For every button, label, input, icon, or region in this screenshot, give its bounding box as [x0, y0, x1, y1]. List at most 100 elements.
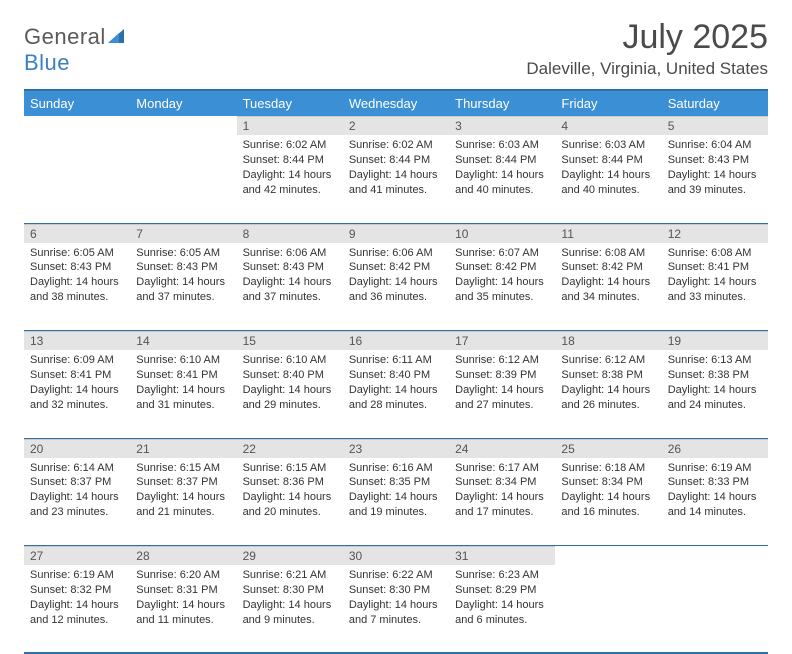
day2-text: and 12 minutes. — [30, 613, 124, 628]
sunrise-text: Sunrise: 6:05 AM — [30, 246, 124, 261]
sunrise-text: Sunrise: 6:22 AM — [349, 568, 443, 583]
day1-text: Daylight: 14 hours — [455, 598, 549, 613]
day1-text: Daylight: 14 hours — [30, 490, 124, 505]
sunrise-text: Sunrise: 6:08 AM — [561, 246, 655, 261]
day-detail: Sunrise: 6:19 AMSunset: 8:33 PMDaylight:… — [662, 458, 768, 526]
day-cell: Sunrise: 6:05 AMSunset: 8:43 PMDaylight:… — [24, 243, 130, 331]
day-number: 26 — [662, 439, 768, 458]
day1-text: Daylight: 14 hours — [349, 275, 443, 290]
sunrise-text: Sunrise: 6:09 AM — [30, 353, 124, 368]
day-cell: Sunrise: 6:02 AMSunset: 8:44 PMDaylight:… — [343, 135, 449, 223]
day-number: 10 — [449, 224, 555, 243]
day2-text: and 34 minutes. — [561, 290, 655, 305]
day2-text: and 37 minutes. — [243, 290, 337, 305]
sunset-text: Sunset: 8:44 PM — [243, 153, 337, 168]
day-cell: Sunrise: 6:10 AMSunset: 8:41 PMDaylight:… — [130, 350, 236, 438]
daynum-cell: 29 — [237, 546, 343, 566]
day2-text: and 24 minutes. — [668, 398, 762, 413]
sunset-text: Sunset: 8:32 PM — [30, 583, 124, 598]
sunset-text: Sunset: 8:39 PM — [455, 368, 549, 383]
day2-text: and 19 minutes. — [349, 505, 443, 520]
day-cell: Sunrise: 6:18 AMSunset: 8:34 PMDaylight:… — [555, 458, 661, 546]
day1-text: Daylight: 14 hours — [668, 275, 762, 290]
day-cell: Sunrise: 6:19 AMSunset: 8:32 PMDaylight:… — [24, 565, 130, 653]
daynum-cell: 2 — [343, 116, 449, 135]
day-detail: Sunrise: 6:17 AMSunset: 8:34 PMDaylight:… — [449, 458, 555, 526]
daynum-cell: 11 — [555, 223, 661, 243]
day-cell: Sunrise: 6:15 AMSunset: 8:36 PMDaylight:… — [237, 458, 343, 546]
daynum-cell: 23 — [343, 438, 449, 458]
day-number: 13 — [24, 331, 130, 350]
day-number: 22 — [237, 439, 343, 458]
day2-text: and 20 minutes. — [243, 505, 337, 520]
day-header: Monday — [130, 90, 236, 116]
day-number: 30 — [343, 546, 449, 565]
day-cell: Sunrise: 6:06 AMSunset: 8:43 PMDaylight:… — [237, 243, 343, 331]
daynum-cell: 8 — [237, 223, 343, 243]
sunrise-text: Sunrise: 6:02 AM — [243, 138, 337, 153]
day2-text: and 11 minutes. — [136, 613, 230, 628]
day-header: Sunday — [24, 90, 130, 116]
calendar-table: Sunday Monday Tuesday Wednesday Thursday… — [24, 89, 768, 654]
sunset-text: Sunset: 8:44 PM — [349, 153, 443, 168]
day-number: 16 — [343, 331, 449, 350]
day-detail: Sunrise: 6:07 AMSunset: 8:42 PMDaylight:… — [449, 243, 555, 311]
daynum-cell: 17 — [449, 331, 555, 351]
body-row: Sunrise: 6:19 AMSunset: 8:32 PMDaylight:… — [24, 565, 768, 653]
day-header-row: Sunday Monday Tuesday Wednesday Thursday… — [24, 90, 768, 116]
day-cell: Sunrise: 6:11 AMSunset: 8:40 PMDaylight:… — [343, 350, 449, 438]
day-detail: Sunrise: 6:05 AMSunset: 8:43 PMDaylight:… — [130, 243, 236, 311]
day1-text: Daylight: 14 hours — [136, 490, 230, 505]
day1-text: Daylight: 14 hours — [30, 598, 124, 613]
location: Daleville, Virginia, United States — [526, 59, 768, 79]
daynum-cell: 18 — [555, 331, 661, 351]
day-cell: Sunrise: 6:14 AMSunset: 8:37 PMDaylight:… — [24, 458, 130, 546]
daynum-cell: 25 — [555, 438, 661, 458]
sunset-text: Sunset: 8:37 PM — [30, 475, 124, 490]
sunrise-text: Sunrise: 6:18 AM — [561, 461, 655, 476]
body-row: Sunrise: 6:14 AMSunset: 8:37 PMDaylight:… — [24, 458, 768, 546]
logo-sail-icon — [108, 24, 130, 50]
day-cell: Sunrise: 6:05 AMSunset: 8:43 PMDaylight:… — [130, 243, 236, 331]
daynum-cell — [555, 546, 661, 566]
body-row: Sunrise: 6:09 AMSunset: 8:41 PMDaylight:… — [24, 350, 768, 438]
day1-text: Daylight: 14 hours — [30, 275, 124, 290]
day2-text: and 32 minutes. — [30, 398, 124, 413]
day1-text: Daylight: 14 hours — [561, 275, 655, 290]
day2-text: and 29 minutes. — [243, 398, 337, 413]
daynum-cell — [24, 116, 130, 135]
sunset-text: Sunset: 8:38 PM — [561, 368, 655, 383]
day-header: Thursday — [449, 90, 555, 116]
day-detail: Sunrise: 6:03 AMSunset: 8:44 PMDaylight:… — [449, 135, 555, 203]
day-detail: Sunrise: 6:08 AMSunset: 8:41 PMDaylight:… — [662, 243, 768, 311]
day-cell: Sunrise: 6:12 AMSunset: 8:38 PMDaylight:… — [555, 350, 661, 438]
day-number: 17 — [449, 331, 555, 350]
sunrise-text: Sunrise: 6:20 AM — [136, 568, 230, 583]
sunset-text: Sunset: 8:43 PM — [243, 260, 337, 275]
day-detail: Sunrise: 6:10 AMSunset: 8:41 PMDaylight:… — [130, 350, 236, 418]
day1-text: Daylight: 14 hours — [349, 383, 443, 398]
day-cell: Sunrise: 6:10 AMSunset: 8:40 PMDaylight:… — [237, 350, 343, 438]
sunrise-text: Sunrise: 6:11 AM — [349, 353, 443, 368]
daynum-cell: 12 — [662, 223, 768, 243]
day2-text: and 40 minutes. — [561, 183, 655, 198]
day-cell — [130, 135, 236, 223]
sunrise-text: Sunrise: 6:10 AM — [243, 353, 337, 368]
day-cell: Sunrise: 6:08 AMSunset: 8:41 PMDaylight:… — [662, 243, 768, 331]
sunrise-text: Sunrise: 6:02 AM — [349, 138, 443, 153]
day-number: 14 — [130, 331, 236, 350]
day-detail: Sunrise: 6:06 AMSunset: 8:42 PMDaylight:… — [343, 243, 449, 311]
sunset-text: Sunset: 8:40 PM — [349, 368, 443, 383]
day-number: 1 — [237, 116, 343, 135]
sunset-text: Sunset: 8:43 PM — [136, 260, 230, 275]
logo-word2: Blue — [24, 50, 70, 75]
day2-text: and 17 minutes. — [455, 505, 549, 520]
sunrise-text: Sunrise: 6:03 AM — [455, 138, 549, 153]
daynum-cell: 13 — [24, 331, 130, 351]
day-detail: Sunrise: 6:13 AMSunset: 8:38 PMDaylight:… — [662, 350, 768, 418]
day-number — [662, 546, 768, 565]
day2-text: and 28 minutes. — [349, 398, 443, 413]
daynum-cell — [662, 546, 768, 566]
day-cell: Sunrise: 6:04 AMSunset: 8:43 PMDaylight:… — [662, 135, 768, 223]
day-detail: Sunrise: 6:03 AMSunset: 8:44 PMDaylight:… — [555, 135, 661, 203]
